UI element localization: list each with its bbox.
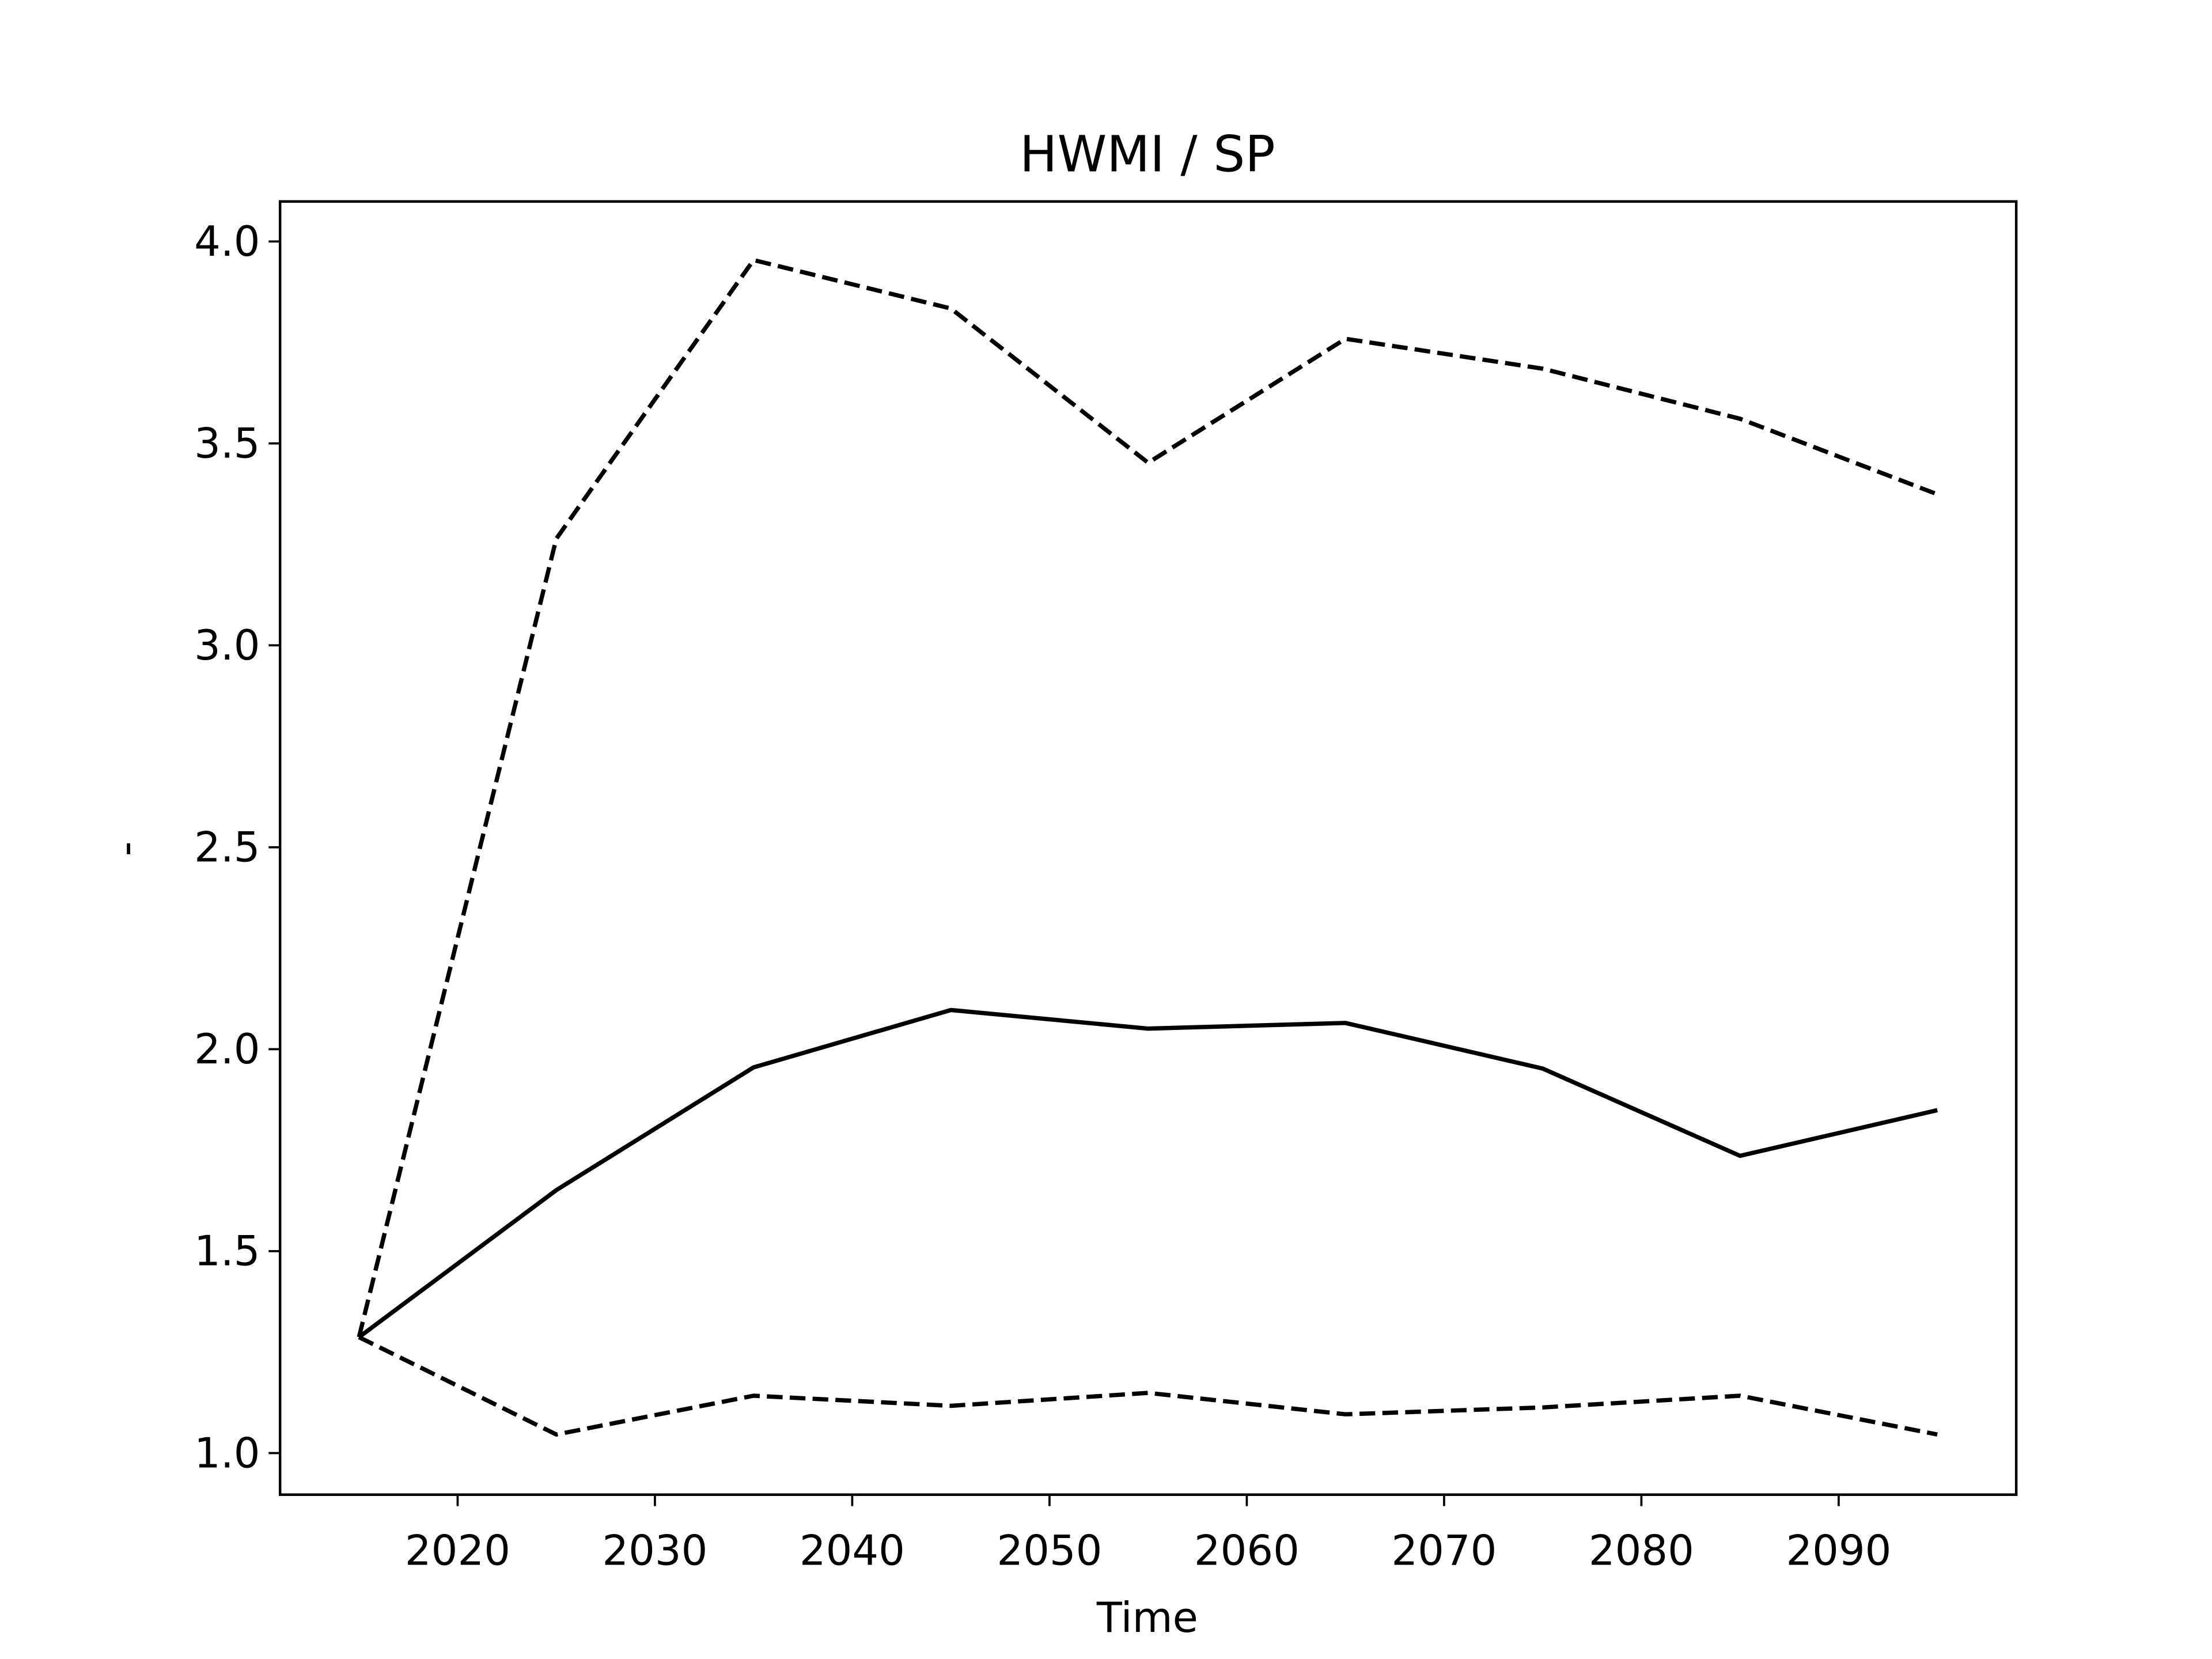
x-tick-label: 2030	[602, 1526, 707, 1574]
data-line	[358, 1335, 1938, 1437]
x-tick-label: 2070	[1391, 1526, 1497, 1574]
x-tick-label: 2020	[405, 1526, 510, 1574]
y-tick-label: 4.0	[194, 217, 260, 266]
x-tick-label: 2080	[1589, 1526, 1694, 1574]
y-tick-label: 1.0	[194, 1429, 260, 1477]
x-tick-label: 2060	[1194, 1526, 1300, 1574]
y-tick-label: 3.5	[194, 419, 260, 468]
data-line	[357, 1007, 1938, 1339]
y-axis-label: -	[101, 842, 150, 857]
x-axis-label: Time	[1096, 1593, 1198, 1642]
plot-frame	[278, 200, 2018, 1496]
y-tick-label: 2.0	[194, 1025, 260, 1073]
x-tick-label: 2090	[1786, 1526, 1891, 1574]
chart-title: HWMI / SP	[1020, 126, 1275, 184]
x-tick-label: 2040	[800, 1526, 905, 1574]
y-tick-label: 2.5	[194, 823, 260, 872]
x-tick-label: 2050	[997, 1526, 1102, 1574]
data-line	[357, 257, 1938, 1338]
y-tick-label: 3.0	[194, 621, 260, 669]
y-tick-label: 1.5	[194, 1227, 260, 1275]
